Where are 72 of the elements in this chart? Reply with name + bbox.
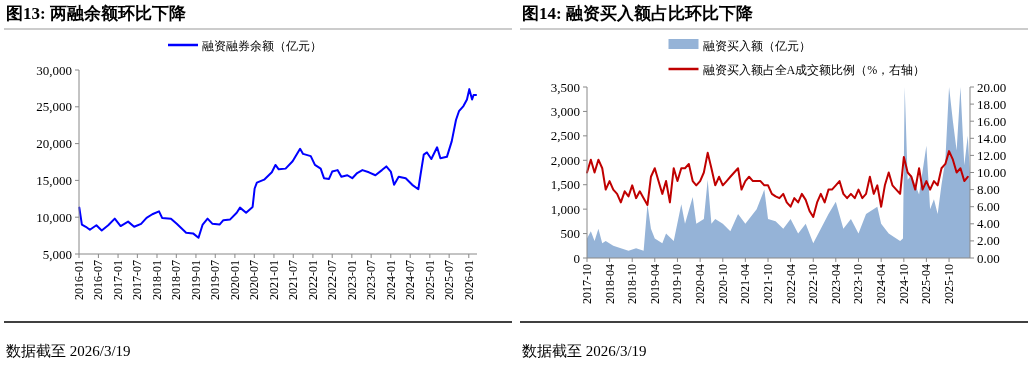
y2-tick-label: 16.00 (977, 113, 1007, 129)
x-tick-label: 2023-01 (344, 260, 359, 300)
x-tick-label: 2021-01 (266, 260, 281, 300)
x-tick-label: 2017-10 (580, 264, 594, 304)
x-tick-label: 2020-01 (227, 260, 242, 300)
y-tick-label: 1,000 (550, 201, 580, 217)
line-series (78, 88, 478, 239)
x-tick-label: 2023-10 (851, 264, 866, 304)
x-tick-label: 2019-07 (208, 260, 223, 300)
x-tick-label: 2017-01 (111, 260, 126, 300)
x-tick-label: 2022-07 (325, 260, 340, 300)
y2-tick-label: 10.00 (977, 165, 1007, 180)
x-tick-label: 2018-01 (150, 260, 164, 300)
x-tick-label: 2025-01 (422, 260, 437, 300)
x-tick-label: 2023-07 (364, 260, 379, 300)
y-tick-label: 500 (560, 226, 580, 242)
x-tick-label: 2019-10 (670, 264, 685, 304)
x-tick-label: 2016-07 (91, 260, 106, 300)
text: 数据截至 2026/3/19 (522, 343, 647, 359)
x-tick-label: 2019-01 (188, 260, 203, 300)
x-tick-label: 2016-01 (72, 260, 86, 300)
x-tick-label: 2018-10 (625, 264, 640, 304)
x-tick-label: 2024-04 (874, 264, 889, 304)
y2-tick-label: 0.00 (977, 250, 1000, 266)
x-tick-label: 2021-10 (761, 264, 776, 304)
y2-tick-label: 6.00 (977, 199, 1000, 215)
y-tick-label: 2,500 (550, 128, 580, 144)
y-tick-label: 30,000 (36, 62, 72, 78)
y-tick-label: 25,000 (36, 99, 72, 115)
x-tick-label: 2020-04 (693, 264, 708, 304)
x-tick-label: 2021-07 (286, 260, 301, 300)
x-tick-label: 2025-04 (919, 264, 934, 304)
y-tick-label: 0 (573, 250, 580, 266)
x-tick-label: 2024-01 (383, 260, 398, 300)
x-tick-label: 2026-01 (461, 260, 476, 300)
y2-tick-label: 14.00 (977, 130, 1007, 146)
x-tick-label: 2025-10 (942, 264, 957, 304)
x-tick-label: 2020-07 (247, 260, 262, 300)
y-tick-label: 15,000 (36, 172, 72, 188)
x-tick-label: 2023-04 (828, 264, 843, 304)
legend-label: 融资融券余额（亿元） (202, 38, 322, 53)
x-tick-label: 2017-07 (130, 260, 145, 300)
text: 数据截至 2026/3/19 (6, 343, 131, 359)
y-tick-label: 10,000 (36, 209, 72, 225)
chart-title: 图14: 融资买入额占比环比下降 (522, 4, 754, 23)
chart-title: 图13: 两融余额环比下降 (6, 4, 187, 23)
x-tick-label: 2018-04 (602, 264, 617, 304)
x-tick-label: 2025-07 (442, 260, 457, 300)
y2-tick-label: 8.00 (977, 182, 1000, 198)
legend-label: 融资买入额（亿元） (702, 38, 811, 53)
x-tick-label: 2022-04 (783, 264, 798, 304)
y2-tick-label: 2.00 (977, 233, 1000, 249)
y-tick-label: 3,500 (550, 79, 580, 95)
x-tick-label: 2020-10 (715, 264, 730, 304)
y2-tick-label: 18.00 (977, 96, 1007, 112)
x-tick-label: 2018-07 (169, 260, 184, 300)
y-tick-label: 20,000 (36, 136, 72, 152)
y2-tick-label: 4.00 (977, 216, 1000, 232)
legend-label: 融资买入额占全A成交额比例（%，右轴） (702, 62, 926, 77)
y-tick-label: 5,000 (42, 246, 72, 262)
y-tick-label: 3,000 (550, 103, 580, 119)
y2-tick-label: 20.00 (977, 79, 1007, 95)
y-tick-label: 1,500 (550, 177, 580, 193)
x-tick-label: 2019-04 (647, 264, 662, 304)
x-tick-label: 2022-01 (305, 260, 320, 300)
x-tick-label: 2022-10 (806, 264, 821, 304)
x-tick-label: 2024-07 (403, 260, 418, 300)
line-series (586, 150, 969, 218)
y-tick-label: 2,000 (550, 152, 580, 168)
x-tick-label: 2024-10 (896, 264, 911, 304)
y2-tick-label: 12.00 (977, 147, 1007, 163)
x-tick-label: 2021-04 (738, 264, 753, 304)
